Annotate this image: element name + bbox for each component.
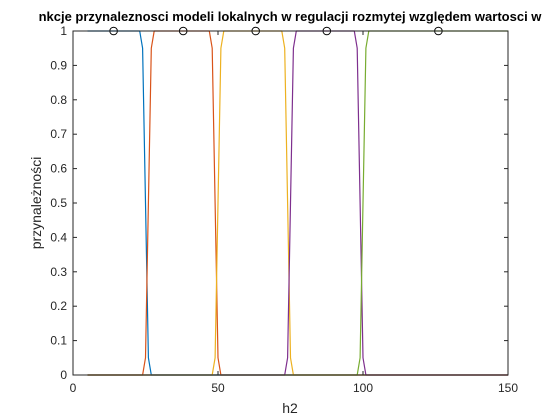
- x-tick-label: 50: [211, 381, 225, 395]
- y-tick-label: 0.3: [50, 265, 67, 279]
- y-tick-label: 0.8: [50, 93, 67, 107]
- x-tick-label: 150: [498, 381, 518, 395]
- y-tick-label: 0: [60, 368, 67, 382]
- y-tick-label: 0.5: [50, 196, 67, 210]
- y-tick-label: 0.7: [50, 127, 67, 141]
- x-tick-label: 100: [353, 381, 373, 395]
- y-tick-label: 0.2: [50, 299, 67, 313]
- y-tick-label: 1: [60, 24, 67, 38]
- y-tick-label: 0.6: [50, 162, 67, 176]
- chart-title: nkcje przynaleznosci modeli lokalnych w …: [39, 9, 543, 24]
- y-tick-label: 0.9: [50, 58, 67, 72]
- x-axis-label: h2: [282, 400, 298, 416]
- y-tick-label: 0.4: [50, 230, 67, 244]
- x-tick-label: 0: [70, 381, 77, 395]
- y-tick-label: 0.1: [50, 334, 67, 348]
- y-axis-label: przynależności: [28, 157, 44, 250]
